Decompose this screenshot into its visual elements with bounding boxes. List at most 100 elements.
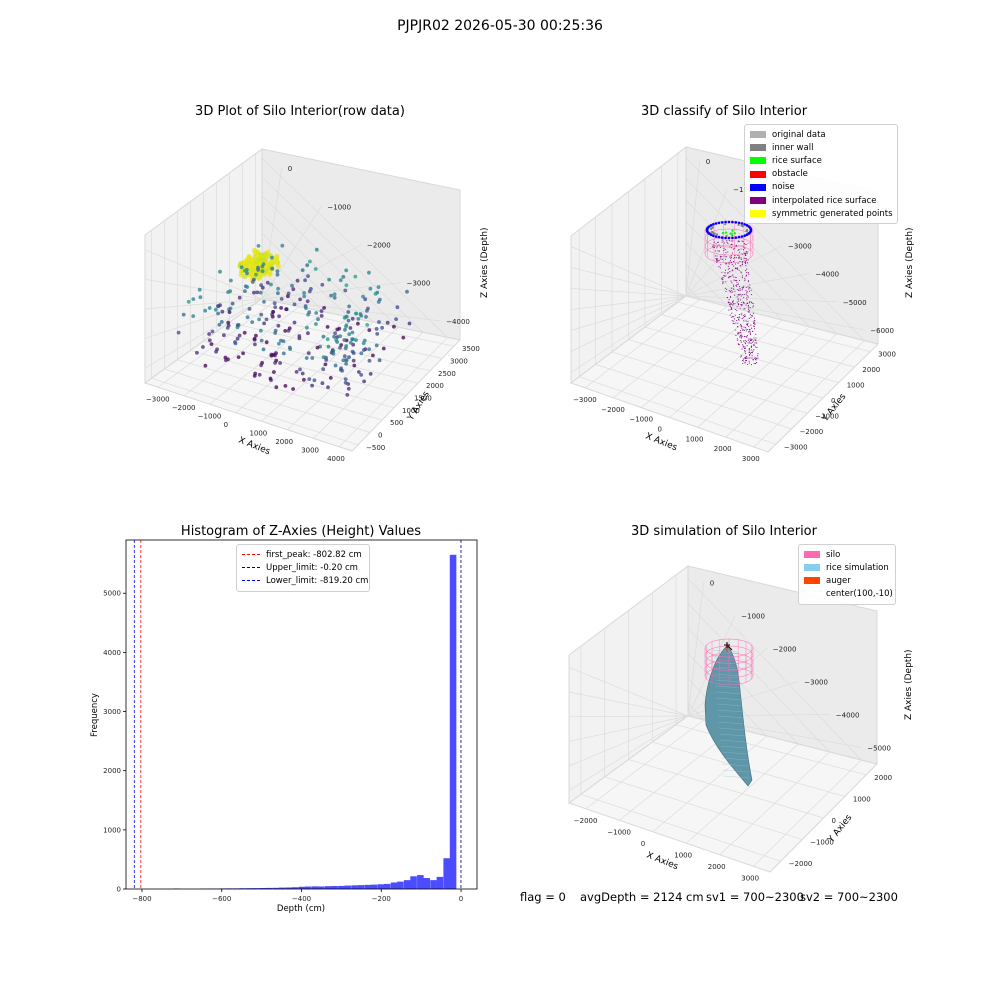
scatter-point — [241, 351, 246, 356]
scatter-point — [229, 278, 233, 283]
scatter-point — [347, 355, 351, 360]
scatter-point — [344, 361, 348, 366]
scatter-point — [394, 317, 398, 321]
scatter-point — [246, 254, 252, 261]
scatter-point — [359, 373, 364, 377]
grid-line — [177, 359, 383, 421]
grid-line — [144, 298, 263, 310]
scatter-point — [203, 308, 208, 313]
scatter-point — [302, 377, 306, 382]
scatter-point — [371, 353, 375, 358]
scatter-point — [297, 336, 302, 341]
scatter-point — [309, 287, 313, 291]
scatter-point — [375, 332, 380, 336]
scatter-point — [315, 345, 320, 350]
scatter-point — [227, 310, 232, 314]
scatter-point — [292, 302, 297, 307]
scatter-point — [286, 291, 291, 296]
y-tick-label: −500 — [366, 444, 385, 452]
scatter-point — [367, 347, 372, 352]
scatter-point — [326, 385, 330, 390]
scatter-point — [195, 350, 199, 355]
scatter-point — [401, 335, 406, 340]
scatter-point — [245, 315, 250, 320]
scatter-point — [361, 294, 365, 299]
scatter-point — [305, 325, 309, 330]
scatter-point — [292, 320, 297, 325]
scatter-point — [306, 351, 311, 355]
scatter-point — [264, 317, 269, 322]
scatter-point — [245, 271, 249, 276]
scatter-point — [273, 305, 278, 309]
scatter-point — [304, 356, 309, 360]
grid-line — [144, 279, 263, 300]
scatter-point — [392, 324, 396, 329]
scatter-point — [281, 351, 286, 356]
scatter-point — [247, 268, 253, 274]
scatter-point — [306, 331, 310, 336]
scatter-point — [242, 330, 247, 335]
status-sv2: sv2 = 700~2300 — [800, 890, 898, 904]
scatter-point — [405, 289, 409, 294]
x-tick-label: 4000 — [327, 455, 345, 463]
scatter-point — [308, 259, 312, 264]
scatter-point — [374, 343, 379, 348]
scatter-point — [291, 287, 296, 292]
legend-line-sample — [242, 580, 260, 582]
scatter-point — [344, 324, 348, 329]
scatter-point — [276, 291, 280, 296]
x-tick-label: 1000 — [249, 429, 267, 437]
scatter-point — [247, 307, 252, 311]
scatter-point — [269, 282, 273, 287]
scatter-point — [207, 338, 212, 343]
scatter-point — [364, 315, 368, 319]
legend-label: Upper_limit: -0.20 cm — [266, 562, 358, 573]
scatter-point — [366, 306, 370, 311]
scatter-point — [304, 306, 308, 310]
legend-label: original data — [772, 129, 826, 140]
scatter-point — [252, 374, 257, 378]
scatter-point — [258, 290, 263, 295]
scatter-point — [191, 314, 196, 318]
scatter-point — [362, 348, 366, 352]
scatter-point — [380, 325, 384, 330]
grid-line — [144, 298, 263, 369]
panel4-legend: silo rice simulation auger center(100,-10) — [798, 544, 896, 605]
x-tick-label: 0 — [224, 421, 228, 429]
scatter-point — [314, 322, 318, 326]
scatter-point — [362, 379, 366, 384]
scatter-point — [353, 274, 358, 279]
scatter-point — [216, 304, 220, 308]
scatter-point — [362, 338, 367, 343]
scatter-point — [209, 342, 214, 346]
scatter-point — [322, 306, 326, 310]
grid-line — [144, 298, 263, 339]
grid-line — [216, 331, 419, 384]
scatter-point — [356, 321, 360, 326]
x-tick-label: −1000 — [198, 412, 222, 420]
scatter-point — [239, 265, 244, 270]
scatter-point — [261, 347, 266, 352]
legend-swatch — [750, 157, 766, 165]
scatter-point — [321, 355, 326, 359]
legend-swatch — [804, 591, 820, 598]
status-sv1: sv1 = 700~2300 — [706, 890, 804, 904]
x-tick-label: −3000 — [146, 395, 170, 403]
scatter-point — [344, 283, 349, 288]
scatter-point — [326, 344, 331, 349]
scatter-point — [186, 299, 191, 304]
scatter-point — [325, 337, 330, 342]
scatter-point — [332, 295, 337, 300]
scatter-point — [279, 306, 283, 310]
scatter-point — [218, 269, 222, 274]
scatter-point — [270, 255, 274, 260]
legend-label: noise — [772, 182, 795, 193]
x-tick-label: −2000 — [172, 404, 196, 412]
scatter-point — [319, 314, 324, 318]
scatter-point — [245, 285, 250, 289]
scatter-point — [242, 274, 248, 280]
legend-line-sample — [242, 567, 260, 569]
scatter-point — [395, 305, 400, 310]
grid-line — [164, 368, 371, 433]
scatter-point — [354, 338, 358, 342]
